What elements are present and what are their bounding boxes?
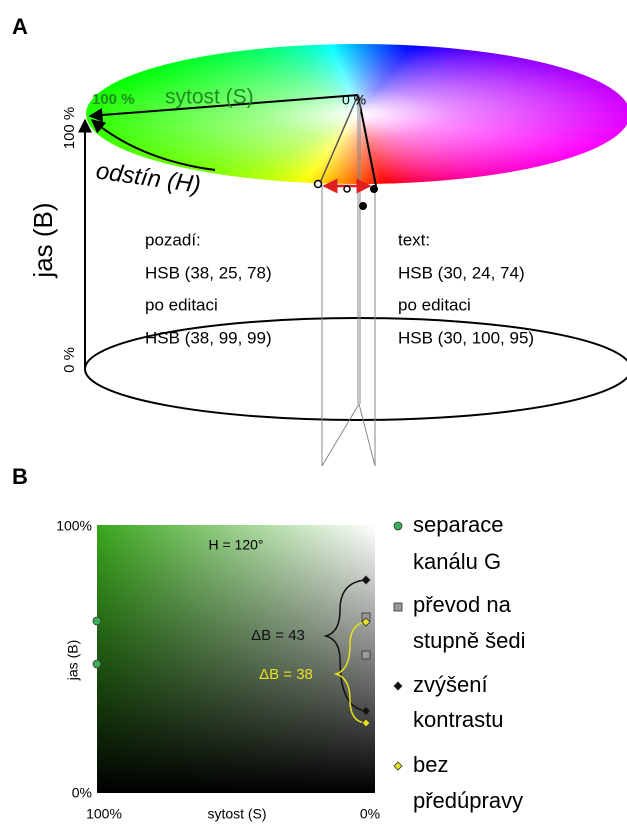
axis-label: 100 % xyxy=(61,107,78,150)
annotation: H = 120° xyxy=(208,537,263,553)
y-title: jas (B) xyxy=(65,640,81,681)
text-values: text: HSB (30, 24, 74) po editaci HSB (3… xyxy=(398,230,534,347)
legend-label: převod na xyxy=(413,592,512,617)
axis-label: 0 % xyxy=(61,347,78,373)
x-title: sytost (S) xyxy=(207,806,266,822)
legend-label: bez xyxy=(413,752,448,777)
x-label: 100% xyxy=(86,806,122,822)
legend-label: kanálu G xyxy=(413,549,501,574)
y-label: 0% xyxy=(72,785,92,801)
markers xyxy=(92,575,371,728)
background-values: pozadí: HSB (38, 25, 78) po editaci HSB … xyxy=(145,230,272,347)
y-label: 100% xyxy=(56,518,92,534)
panel-label: A xyxy=(12,14,28,39)
axis-title: sytost (S) xyxy=(165,86,254,109)
legend-label: zvýšení xyxy=(413,672,488,697)
cylinder-lines xyxy=(78,94,627,467)
legend-label: předúpravy xyxy=(413,788,523,813)
annotation: ΔB = 43 xyxy=(251,627,305,644)
axis-label: 100 % xyxy=(92,91,135,108)
note: po editaci xyxy=(145,295,218,314)
legend-text: separace kanálu G převod na stupně šedi zvýš… xyxy=(413,512,526,813)
note: HSB (38, 99, 99) xyxy=(145,328,272,347)
legend-label: kontrastu xyxy=(413,707,504,732)
note: HSB (38, 25, 78) xyxy=(145,263,272,282)
axis-title: jas (B) xyxy=(28,202,58,278)
point xyxy=(359,202,367,210)
note: text: xyxy=(398,230,430,249)
panel-label: B xyxy=(12,464,28,489)
note: HSB (30, 24, 74) xyxy=(398,263,525,282)
legend-label: separace xyxy=(413,512,504,537)
note: pozadí: xyxy=(145,230,201,249)
point xyxy=(370,185,378,193)
point xyxy=(343,185,351,193)
brace xyxy=(333,621,367,724)
note: po editaci xyxy=(398,295,471,314)
brace xyxy=(323,579,367,712)
annotation: ΔB = 38 xyxy=(259,666,313,683)
legend xyxy=(393,521,403,771)
x-label: 0% xyxy=(360,806,380,822)
axis-label: 0 % xyxy=(342,92,366,108)
point xyxy=(313,179,323,189)
plot-shade xyxy=(97,525,375,793)
legend-label: stupně šedi xyxy=(413,628,526,653)
note: HSB (30, 100, 95) xyxy=(398,328,534,347)
saturation-fade xyxy=(86,44,627,184)
